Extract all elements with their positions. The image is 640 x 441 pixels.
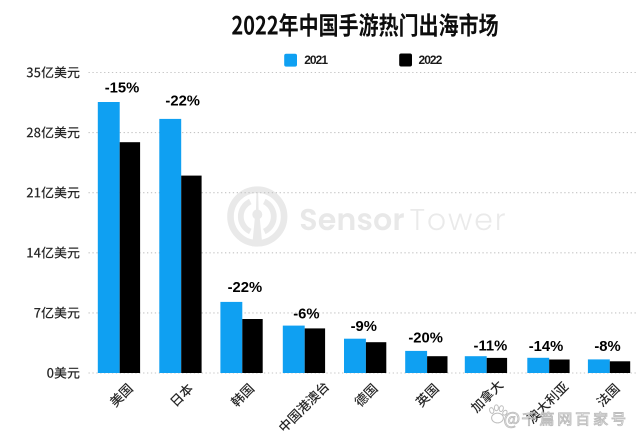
svg-text:-15%: -15%	[105, 80, 140, 96]
svg-text:-8%: -8%	[594, 339, 620, 355]
svg-text:-6%: -6%	[293, 306, 319, 322]
svg-text:-20%: -20%	[408, 330, 443, 346]
svg-text:-9%: -9%	[351, 319, 377, 335]
svg-text:-22%: -22%	[228, 280, 263, 296]
svg-text:-11%: -11%	[474, 339, 508, 355]
svg-text:2022: 2022	[419, 53, 443, 67]
svg-text:-22%: -22%	[165, 94, 200, 110]
svg-text:2021: 2021	[304, 53, 328, 67]
svg-text:-14%: -14%	[529, 339, 564, 355]
